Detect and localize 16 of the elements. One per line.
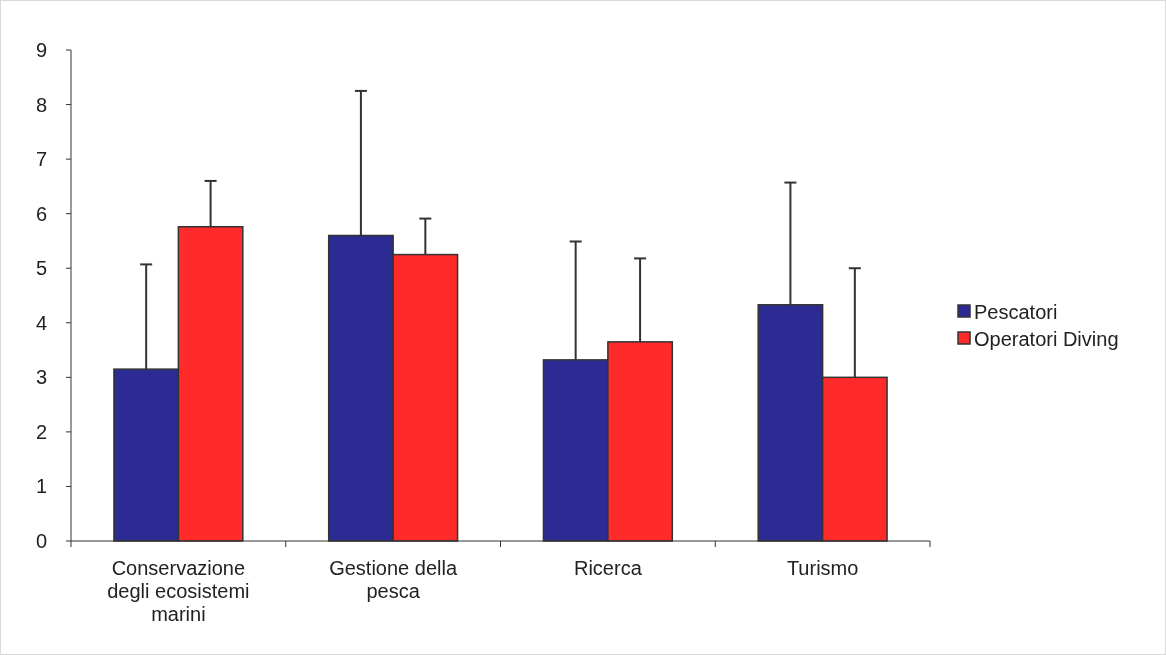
- legend-label: Operatori Diving: [974, 328, 1119, 350]
- y-tick-label: 6: [35, 202, 47, 225]
- y-tick-label: 9: [35, 39, 47, 61]
- y-tick-label: 3: [35, 366, 47, 389]
- y-tick-label: 8: [35, 93, 47, 116]
- x-tick-label: Turismo: [786, 557, 859, 579]
- y-tick-label: 4: [35, 311, 47, 334]
- y-tick-label: 5: [35, 257, 47, 280]
- x-tick-label: Conservazione degli ecosistemi marini: [107, 557, 250, 625]
- legend-label: Pescatori: [974, 301, 1058, 323]
- x-tick-label: Ricerca: [573, 557, 643, 579]
- y-tick-label: 1: [35, 475, 47, 498]
- x-tick-label: Gestione della pesca: [329, 557, 458, 602]
- y-tick-label: 2: [35, 420, 47, 443]
- y-tick-label: 0: [35, 530, 47, 552]
- y-tick-label: 7: [35, 148, 47, 171]
